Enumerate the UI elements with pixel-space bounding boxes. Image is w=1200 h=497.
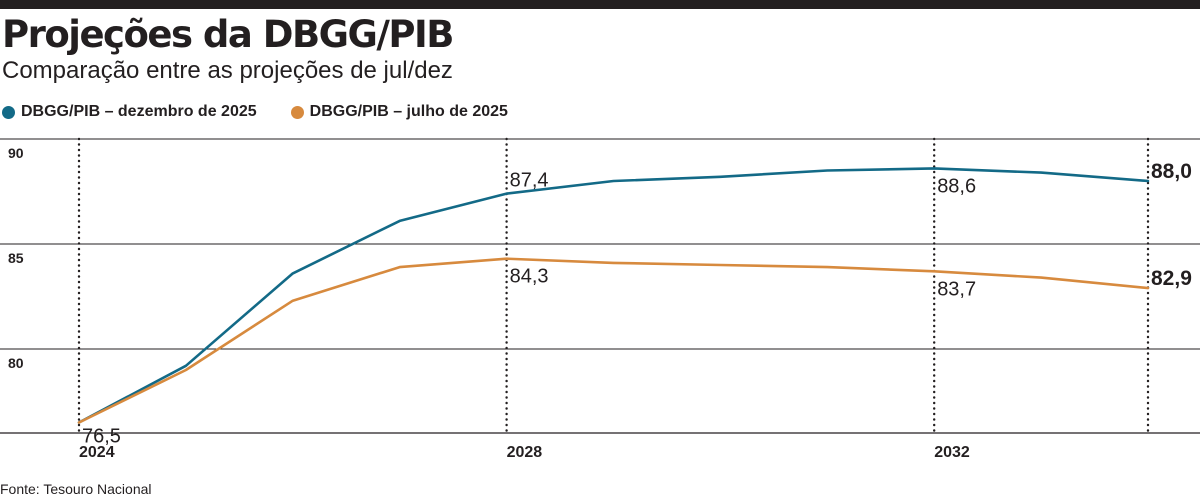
grid-layer: 80 85 90: [0, 137, 1200, 435]
data-label: 88,6: [937, 175, 976, 197]
data-label: 84,3: [510, 266, 549, 288]
series-layer: [77, 167, 1150, 424]
legend-label-july: DBGG/PIB – julho de 2025: [309, 103, 508, 120]
series-line-0: [77, 167, 1150, 424]
y-tick-label: 85: [8, 250, 24, 266]
top-rule: [0, 0, 1200, 9]
end-value-label: 82,9: [1151, 267, 1192, 290]
legend-label-december: DBGG/PIB – dezembro de 2025: [21, 103, 257, 120]
chart-subtitle: Comparação entre as projeções de jul/dez: [2, 57, 453, 84]
legend-item-july: DBGG/PIB – julho de 2025: [290, 103, 508, 121]
x-tick-label: 2024: [79, 444, 115, 461]
legend-item-december: DBGG/PIB – dezembro de 2025: [2, 103, 257, 121]
legend-swatch-december: [2, 105, 15, 119]
legend-swatch-july: [290, 105, 304, 119]
end-value-label: 88,0: [1151, 160, 1192, 183]
source-note: Fonte: Tesouro Nacional: [0, 481, 152, 497]
legend: DBGG/PIB – dezembro de 2025 DBGG/PIB – j…: [2, 99, 542, 125]
series-line-1: [77, 257, 1150, 424]
data-label: 83,7: [937, 278, 976, 300]
chart-title: Projeções da DBGG/PIB: [2, 13, 455, 56]
y-tick-label: 90: [8, 145, 24, 161]
y-tick-label: 80: [8, 355, 24, 371]
x-tick-label: 2032: [934, 444, 970, 461]
x-tick-label: 2028: [507, 444, 543, 461]
label-layer: 2024 2028 2032 87,4 88,6 84,3 83,7 76,5 88,0 82,9: [79, 160, 1192, 461]
data-label: 87,4: [510, 170, 549, 192]
data-label: 76,5: [82, 426, 121, 448]
